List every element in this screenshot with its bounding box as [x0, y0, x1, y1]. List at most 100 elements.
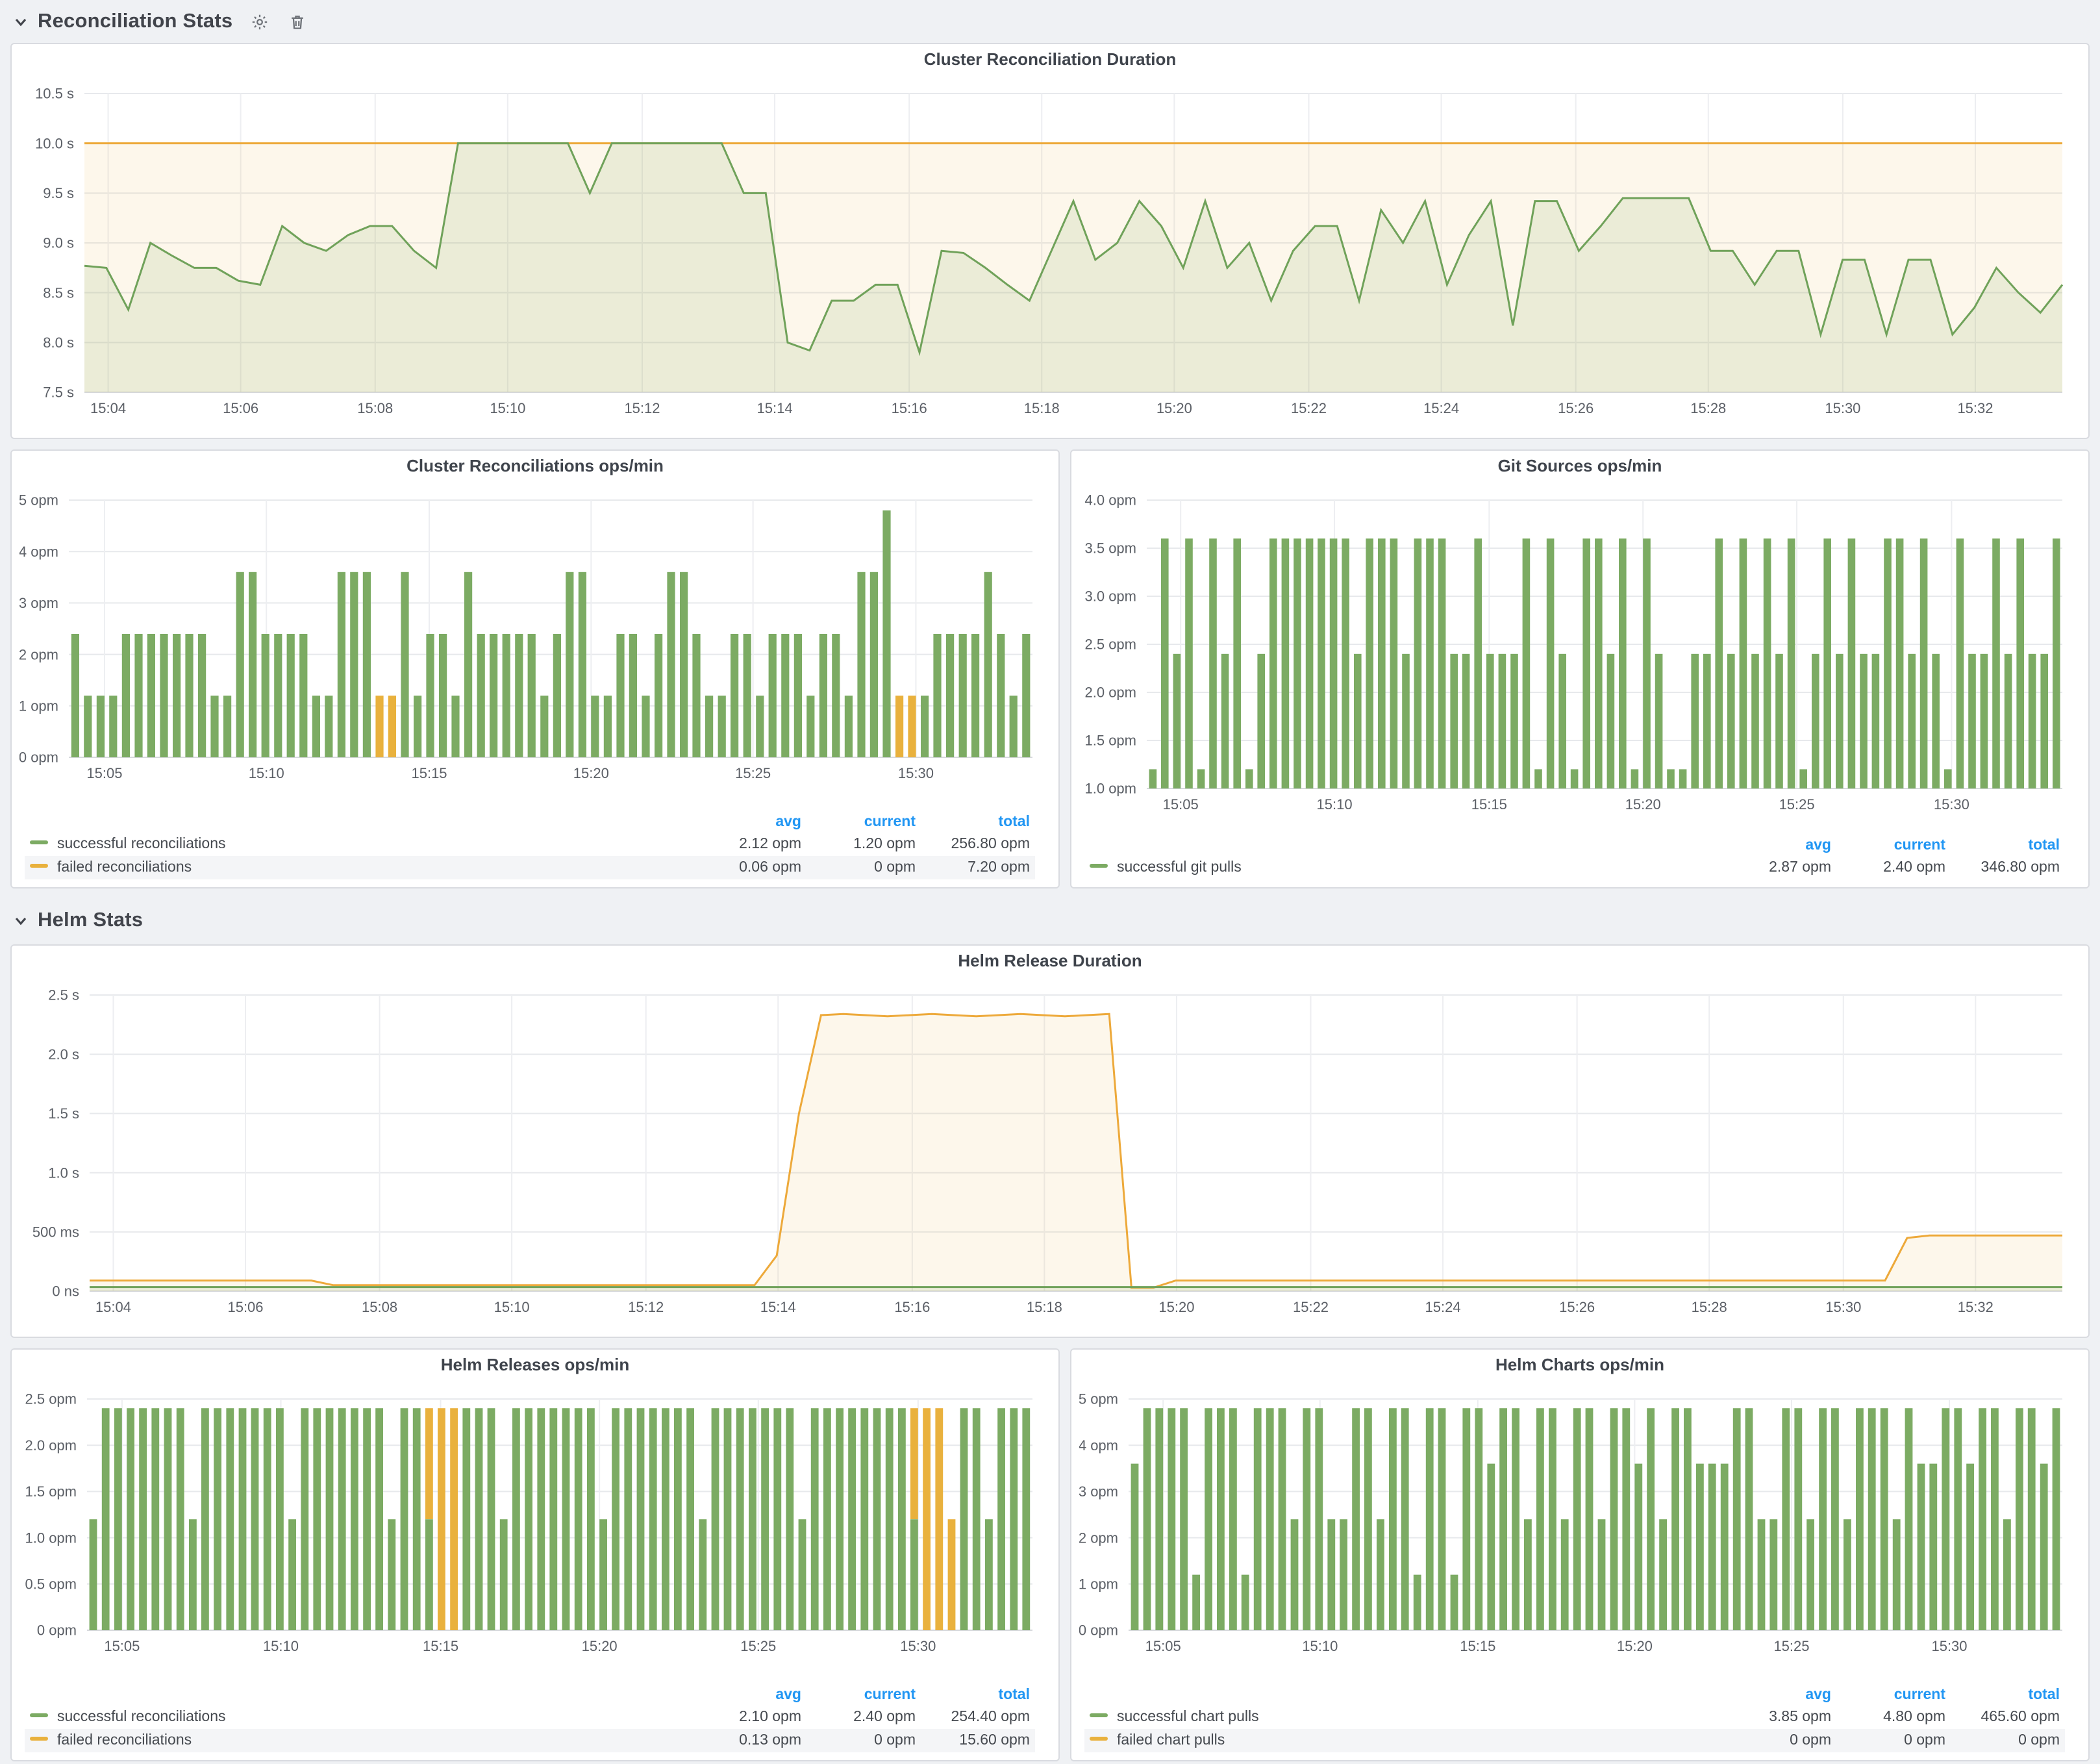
legend-header-total[interactable]: total: [1951, 1685, 2065, 1706]
legend-header-avg[interactable]: avg: [692, 812, 806, 833]
legend-avg-value: 2.87 opm: [1722, 856, 1836, 879]
legend-series-label[interactable]: successful git pulls: [1117, 860, 1242, 876]
legend-avg-value: 0.06 opm: [692, 856, 806, 879]
svg-text:15:25: 15:25: [1773, 1638, 1809, 1654]
legend-total-value: 254.40 opm: [921, 1706, 1035, 1729]
legend-avg-value: 3.85 opm: [1722, 1706, 1836, 1729]
chart-svg: 0 opm1 opm2 opm3 opm4 opm5 opm15:0515:10…: [19, 485, 1051, 788]
svg-text:2.5 opm: 2.5 opm: [1085, 636, 1137, 653]
legend-series-label[interactable]: failed reconciliations: [57, 1733, 192, 1748]
svg-text:15:04: 15:04: [95, 1299, 131, 1315]
legend-header-total[interactable]: total: [921, 812, 1035, 833]
panel-title[interactable]: Helm Release Duration: [12, 951, 2088, 970]
legend-series-marker: [1090, 1737, 1108, 1741]
svg-text:2 opm: 2 opm: [19, 646, 58, 662]
svg-text:15:20: 15:20: [582, 1638, 618, 1654]
svg-text:1.0 opm: 1.0 opm: [1085, 781, 1137, 797]
svg-text:15:16: 15:16: [894, 1299, 930, 1315]
chevron-down-icon: [13, 14, 29, 30]
legend-header-current[interactable]: current: [806, 812, 921, 833]
legend-row: failed reconciliations0.13 opm0 opm15.60…: [25, 1729, 1035, 1752]
svg-text:15:30: 15:30: [1934, 796, 1969, 813]
svg-text:2 opm: 2 opm: [1079, 1530, 1118, 1546]
legend-header-total[interactable]: total: [921, 1685, 1035, 1706]
svg-text:15:05: 15:05: [1145, 1638, 1181, 1654]
svg-text:15:12: 15:12: [628, 1299, 664, 1315]
legend-series-label[interactable]: successful reconciliations: [57, 1709, 226, 1725]
chart-helm-charts[interactable]: 0 opm1 opm2 opm3 opm4 opm5 opm15:0515:10…: [1079, 1383, 2081, 1661]
legend-total-value: 256.80 opm: [921, 833, 1035, 856]
legend-row: failed reconciliations0.06 opm0 opm7.20 …: [25, 856, 1035, 879]
svg-text:15:10: 15:10: [494, 1299, 530, 1315]
legend-total-value: 15.60 opm: [921, 1729, 1035, 1752]
svg-text:15:05: 15:05: [86, 765, 122, 781]
svg-text:15:20: 15:20: [1156, 400, 1192, 416]
legend-series-label[interactable]: successful reconciliations: [57, 837, 226, 852]
legend-series-label[interactable]: failed chart pulls: [1117, 1733, 1225, 1748]
svg-text:1.0 opm: 1.0 opm: [25, 1530, 77, 1546]
svg-text:15:08: 15:08: [357, 400, 393, 416]
legend-series-marker: [30, 841, 48, 845]
chart-git-sources[interactable]: 1.0 opm1.5 opm2.0 opm2.5 opm3.0 opm3.5 o…: [1079, 485, 2081, 820]
svg-text:15:10: 15:10: [249, 765, 284, 781]
svg-text:1.5 opm: 1.5 opm: [25, 1483, 77, 1500]
svg-text:3.0 opm: 3.0 opm: [1085, 588, 1137, 605]
legend-git-sources: avgcurrenttotal successful git pulls 2.87 …: [1084, 835, 2065, 879]
svg-text:15:06: 15:06: [227, 1299, 263, 1315]
row-header-reconciliation-stats[interactable]: Reconciliation Stats: [13, 8, 308, 36]
legend-header-avg[interactable]: avg: [1722, 835, 1836, 856]
svg-text:15:25: 15:25: [740, 1638, 776, 1654]
legend-series-label[interactable]: failed reconciliations: [57, 860, 192, 876]
svg-text:15:10: 15:10: [1317, 796, 1353, 813]
svg-text:15:16: 15:16: [892, 400, 927, 416]
svg-text:15:20: 15:20: [1617, 1638, 1653, 1654]
legend-header-current[interactable]: current: [1836, 1685, 1951, 1706]
svg-text:15:20: 15:20: [1158, 1299, 1194, 1315]
legend-series-marker: [30, 1737, 48, 1741]
legend-header-row: avgcurrenttotal: [25, 1685, 1035, 1706]
svg-text:5 opm: 5 opm: [1079, 1391, 1118, 1407]
svg-text:2.0 opm: 2.0 opm: [1085, 685, 1137, 701]
panel-title[interactable]: Cluster Reconciliation Duration: [12, 49, 2088, 69]
chart-cluster-reconciliation-duration[interactable]: 7.5 s8.0 s8.5 s9.0 s9.5 s10.0 s10.5 s15:…: [19, 78, 2081, 423]
svg-text:15:10: 15:10: [1302, 1638, 1338, 1654]
panel-helm-releases: Helm Releases ops/min 0 opm0.5 opm1.0 op…: [10, 1348, 1060, 1761]
svg-text:0 opm: 0 opm: [37, 1622, 77, 1639]
svg-text:15:18: 15:18: [1024, 400, 1060, 416]
legend-header-avg[interactable]: avg: [1722, 1685, 1836, 1706]
row-delete-button[interactable]: [287, 12, 308, 32]
legend-current-value: 2.40 opm: [806, 1706, 921, 1729]
panel-title[interactable]: Helm Releases ops/min: [12, 1355, 1058, 1374]
svg-text:15:32: 15:32: [1958, 1299, 1994, 1315]
chart-helm-releases[interactable]: 0 opm0.5 opm1.0 opm1.5 opm2.0 opm2.5 opm…: [19, 1383, 1051, 1661]
legend-header-total[interactable]: total: [1951, 835, 2065, 856]
panel-title[interactable]: Git Sources ops/min: [1071, 456, 2088, 475]
row-header-helm-stats[interactable]: Helm Stats: [13, 907, 143, 935]
chart-cluster-reconciliations[interactable]: 0 opm1 opm2 opm3 opm4 opm5 opm15:0515:10…: [19, 485, 1051, 788]
chart-helm-release-duration[interactable]: 0 ns500 ms1.0 s1.5 s2.0 s2.5 s15:0415:06…: [19, 979, 2081, 1322]
legend-cluster-reconciliations: avgcurrenttotalsuccessful reconciliation…: [25, 812, 1035, 879]
legend-header-current[interactable]: current: [1836, 835, 1951, 856]
svg-text:15:32: 15:32: [1957, 400, 1993, 416]
legend-table: avgcurrenttotal successful git pulls 2.87 …: [1084, 835, 2065, 879]
svg-text:4 opm: 4 opm: [19, 544, 58, 560]
panel-title[interactable]: Cluster Reconciliations ops/min: [12, 456, 1058, 475]
svg-text:4.0 opm: 4.0 opm: [1085, 492, 1137, 509]
svg-text:9.5 s: 9.5 s: [43, 185, 74, 201]
gear-icon: [251, 13, 269, 31]
svg-text:15:14: 15:14: [760, 1299, 796, 1315]
panel-helm-charts: Helm Charts ops/min 0 opm1 opm2 opm3 opm…: [1070, 1348, 2090, 1761]
legend-header-current[interactable]: current: [806, 1685, 921, 1706]
chart-svg: 0 opm0.5 opm1.0 opm1.5 opm2.0 opm2.5 opm…: [19, 1383, 1051, 1661]
legend-row: successful chart pulls3.85 opm4.80 opm46…: [1084, 1706, 2065, 1729]
panel-git-sources: Git Sources ops/min 1.0 opm1.5 opm2.0 op…: [1070, 449, 2090, 888]
legend-current-value: 1.20 opm: [806, 833, 921, 856]
legend-header-avg[interactable]: avg: [692, 1685, 806, 1706]
chart-svg: 7.5 s8.0 s8.5 s9.0 s9.5 s10.0 s10.5 s15:…: [19, 78, 2081, 423]
panel-title[interactable]: Helm Charts ops/min: [1071, 1355, 2088, 1374]
legend-series-label[interactable]: successful chart pulls: [1117, 1709, 1259, 1725]
svg-text:0 opm: 0 opm: [19, 750, 58, 766]
legend-row: failed chart pulls0 opm0 opm0 opm: [1084, 1729, 2065, 1752]
legend-row: successful reconciliations2.12 opm1.20 o…: [25, 833, 1035, 856]
row-settings-button[interactable]: [249, 12, 270, 32]
